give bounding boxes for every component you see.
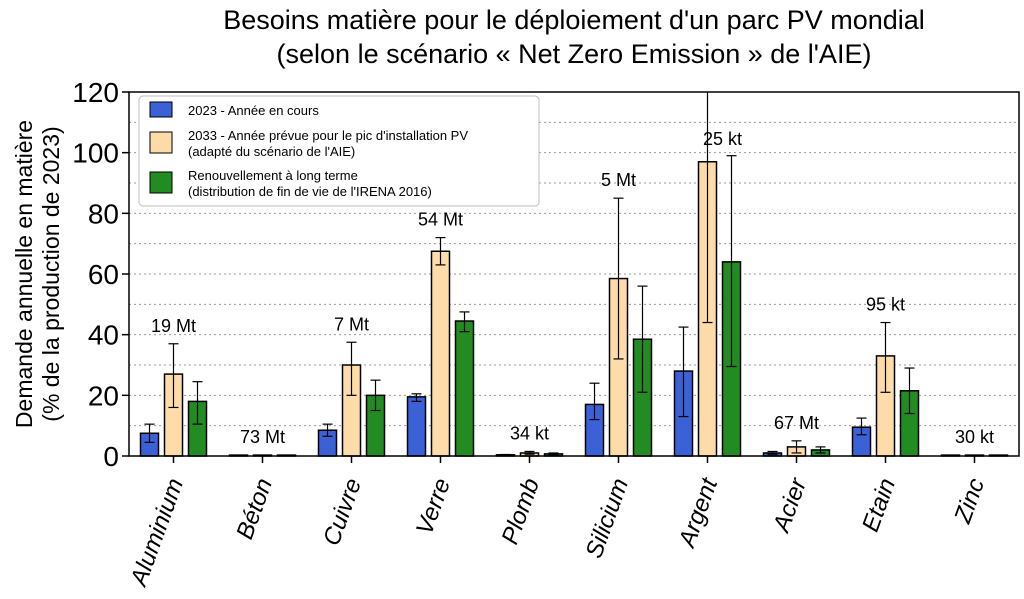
y-axis-label-line-1: Demande annuelle en matière — [11, 120, 37, 428]
legend-label-2023: 2023 - Année en cours — [188, 103, 319, 118]
y-tick-label: 80 — [88, 198, 119, 229]
y-tick-label: 20 — [88, 380, 119, 411]
legend-swatch-2023 — [149, 101, 173, 118]
legend-frame — [138, 95, 540, 207]
x-tick-label-cuivre: Cuivre — [318, 475, 367, 549]
legend: 2023 - Année en cours 2033 - Année prévu… — [138, 95, 540, 207]
x-tick-label-argent: Argent — [673, 474, 724, 553]
legend-label-2033-line-2: (adapté du scénario de l'AIE) — [188, 144, 355, 159]
quantity-label-zinc: 30 kt — [955, 427, 994, 447]
quantity-label-beton: 73 Mt — [240, 427, 285, 447]
bar-verre-s1 — [406, 396, 427, 457]
chart-title-line-2: (selon le scénario « Net Zero Emission »… — [277, 39, 872, 69]
x-tick-label-silicium: Silicium — [580, 475, 634, 562]
legend-swatch-2033 — [149, 131, 173, 154]
quantity-label-cuivre: 7 Mt — [334, 314, 369, 334]
quantity-label-acier: 67 Mt — [774, 413, 819, 433]
legend-label-renouvellement-line-1: Renouvellement à long terme — [188, 168, 358, 183]
axes — [122, 91, 1020, 463]
y-tick-label: 100 — [72, 138, 119, 169]
y-tick-label: 120 — [72, 77, 119, 108]
y-tick-label: 0 — [103, 441, 119, 472]
x-tick-label-zinc: Zinc — [949, 475, 990, 528]
quantity-label-etain: 95 kt — [866, 295, 905, 315]
bars — [139, 92, 1009, 457]
x-tick-label-acier: Acier — [767, 474, 812, 537]
grid — [129, 121, 1019, 427]
x-tick-label-beton: Béton — [231, 475, 278, 543]
y-axis-label-line-2: (% de la production de 2023) — [38, 126, 64, 421]
quantity-label-verre: 54 Mt — [418, 210, 463, 230]
legend-swatch-renouvellement — [149, 171, 173, 194]
quantity-label-aluminium: 19 Mt — [151, 316, 196, 336]
legend-label-2033-line-1: 2033 - Année prévue pour le pic d'instal… — [188, 128, 468, 143]
legend-label-renouvellement-line-2: (distribution de fin de vie de l'IRENA 2… — [188, 184, 432, 199]
y-tick-label: 40 — [88, 320, 119, 351]
x-tick-label-aluminium: Aluminium — [125, 475, 189, 591]
quantity-label-silicium: 5 Mt — [601, 170, 636, 190]
x-tick-label-verre: Verre — [411, 475, 456, 539]
quantity-label-argent: 25 kt — [703, 129, 742, 149]
quantity-label-plomb: 34 kt — [510, 423, 549, 443]
bar-verre-s3 — [454, 320, 475, 457]
bar-verre-s2 — [430, 250, 451, 457]
y-tick-label: 60 — [88, 259, 119, 290]
x-tick-label-plomb: Plomb — [496, 475, 545, 548]
x-tick-label-etain: Etain — [857, 475, 901, 536]
chart-title-line-1: Besoins matière pour le déploiement d'un… — [223, 5, 925, 35]
